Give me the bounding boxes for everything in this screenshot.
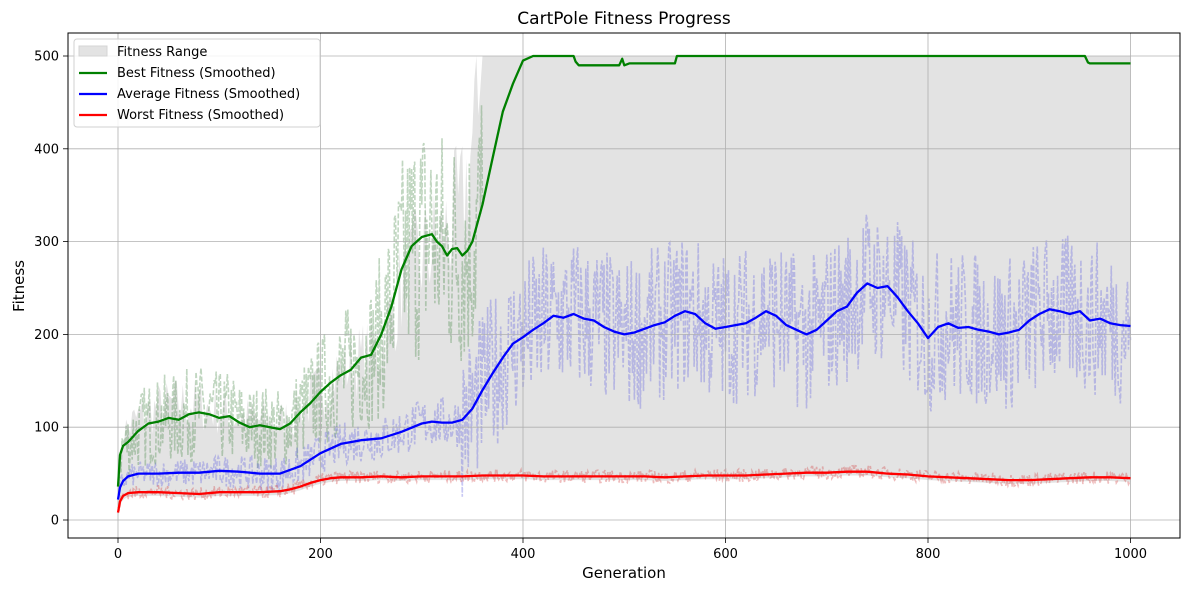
raw-trace [117, 464, 1131, 511]
y-tick-label: 400 [34, 142, 59, 157]
y-tick-label: 200 [34, 328, 59, 343]
legend-label-range: Fitness Range [117, 45, 207, 60]
y-tick-label: 0 [51, 514, 59, 529]
x-tick-label: 800 [916, 547, 941, 562]
smoothed-series [116, 54, 1131, 513]
range-fill [118, 56, 1131, 517]
x-axis-label: Generation [582, 564, 666, 582]
x-tick-label: 1000 [1114, 547, 1147, 562]
x-tick-label: 600 [713, 547, 738, 562]
y-tick-label: 100 [34, 421, 59, 436]
fitness-range-band [118, 56, 1131, 517]
y-axis-label: Fitness [10, 260, 28, 312]
axes-frame [67, 32, 1181, 539]
legend-swatch-range [78, 45, 108, 57]
legend: Fitness Range Best Fitness (Smoothed) Av… [73, 38, 321, 128]
x-tick-label: 400 [511, 547, 536, 562]
x-tick-label: 200 [308, 547, 333, 562]
worst-fitness-line [116, 470, 1131, 513]
legend-box [73, 38, 321, 128]
y-tick-label: 300 [34, 235, 59, 250]
axis-ticks: 0 200 400 600 800 1000 0 100 200 300 400 500 [34, 50, 1147, 563]
legend-label-average: Average Fitness (Smoothed) [117, 87, 300, 102]
legend-label-worst: Worst Fitness (Smoothed) [117, 108, 284, 123]
x-tick-label: 0 [114, 547, 122, 562]
y-tick-label: 500 [34, 50, 59, 65]
average-fitness-line [116, 282, 1131, 500]
chart-title: CartPole Fitness Progress [517, 9, 731, 29]
best-fitness-line [116, 54, 1131, 487]
raw-trace [117, 214, 1132, 497]
legend-label-best: Best Fitness (Smoothed) [117, 66, 276, 81]
